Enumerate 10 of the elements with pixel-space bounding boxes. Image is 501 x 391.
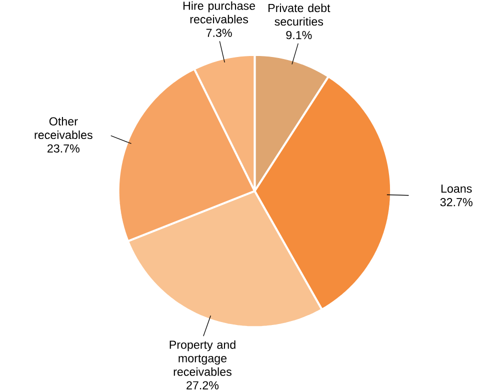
data-label: 27.2%: [186, 381, 219, 390]
data-label: 9.1%: [286, 31, 312, 40]
slice-label: Loans: [441, 184, 472, 193]
slice-label: Other receivables: [34, 117, 92, 140]
data-label: 7.3%: [206, 28, 232, 38]
slice-label: Private debt securities: [268, 4, 330, 26]
slice-label: Property and mortgage receivables: [170, 340, 236, 376]
data-label: 32.7%: [440, 198, 472, 206]
slice-label: Hire purchase receivables: [183, 1, 256, 24]
data-label: 23.7%: [48, 144, 80, 153]
